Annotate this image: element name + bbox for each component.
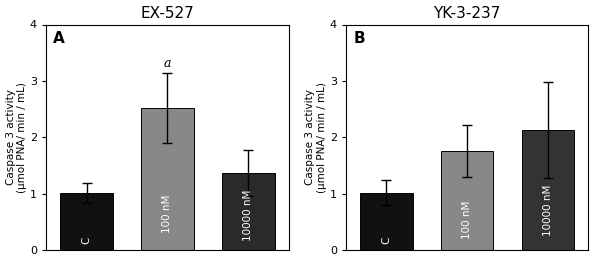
Bar: [441, 151, 494, 250]
Title: EX-527: EX-527: [141, 6, 194, 20]
Bar: [141, 108, 194, 250]
Text: A: A: [53, 31, 65, 46]
Y-axis label: Caspase 3 activity
(μmol PNA/ min / mL): Caspase 3 activity (μmol PNA/ min / mL): [5, 82, 27, 193]
Text: a: a: [163, 57, 171, 70]
Bar: [60, 193, 113, 250]
Text: 10000 nM: 10000 nM: [543, 185, 553, 236]
Text: B: B: [353, 31, 365, 46]
Bar: [222, 173, 274, 250]
Text: C: C: [81, 236, 91, 244]
Title: YK-3-237: YK-3-237: [434, 6, 501, 20]
Text: C: C: [381, 236, 391, 244]
Text: 100 nM: 100 nM: [462, 200, 472, 238]
Bar: [522, 130, 574, 250]
Text: 100 nM: 100 nM: [162, 195, 172, 233]
Bar: [360, 193, 413, 250]
Y-axis label: Caspase 3 activity
(μmol PNA/ min / mL): Caspase 3 activity (μmol PNA/ min / mL): [305, 82, 327, 193]
Text: 10000 nM: 10000 nM: [243, 190, 253, 241]
